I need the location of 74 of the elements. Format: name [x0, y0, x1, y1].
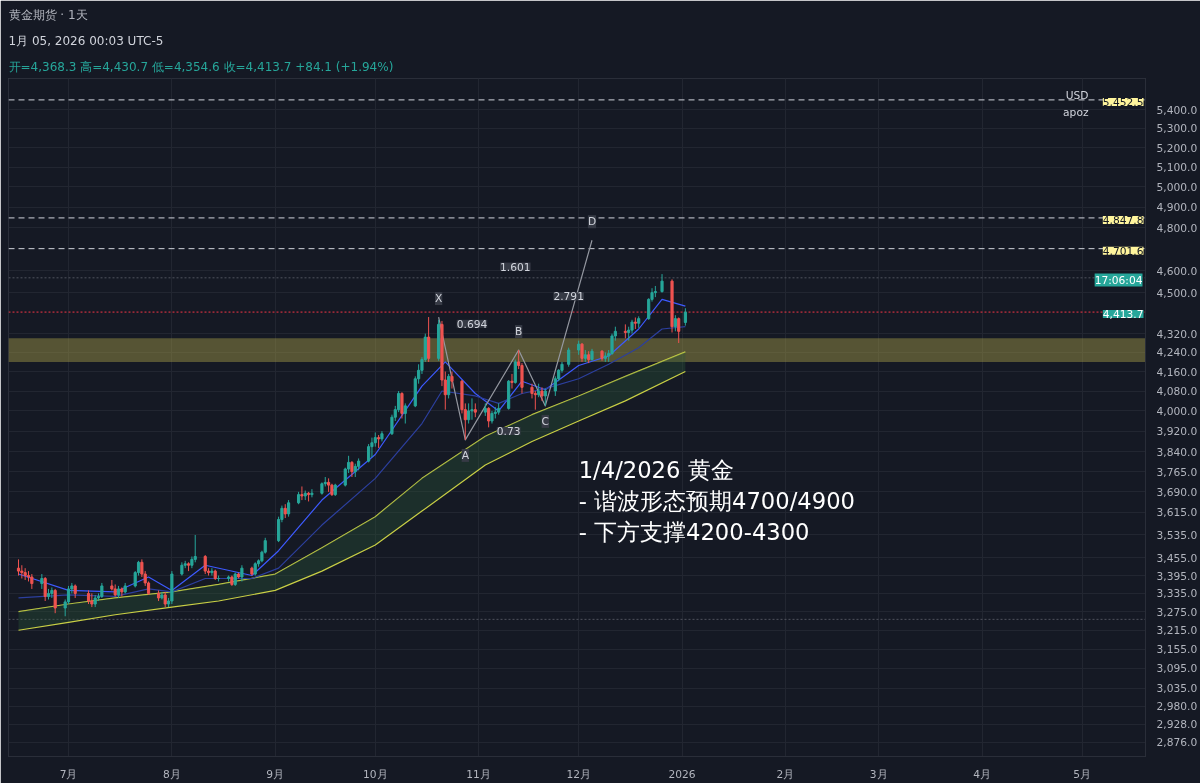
- y-tick-label: 5,400.0: [1156, 103, 1198, 117]
- candlestick: [310, 488, 314, 498]
- y-tick-label: 4,800.0: [1156, 221, 1198, 235]
- chart-subtitle: 开=4,368.3 高=4,430.7 低=4,354.6 收=4,413.7 +84.1 (+1.94%): [8, 59, 394, 74]
- candlestick: [450, 371, 454, 390]
- annotation: 0.73: [496, 425, 521, 439]
- y-tick-label: 3,455.0: [1156, 551, 1198, 565]
- annotation: 0.694: [456, 317, 488, 331]
- x-tick-label: 10月: [362, 767, 388, 781]
- y-tick-label: 2,876.0: [1156, 736, 1198, 750]
- chart-title: 黄金期货 · 1天: [8, 7, 88, 22]
- y-tick-label: 3,155.0: [1156, 643, 1198, 657]
- x-tick-label: 8月: [162, 767, 181, 781]
- candlestick: [677, 317, 681, 344]
- annotation: 1/4/2026 黄金 - 谐波形态预期4700/4900 - 下方支撑4200-4300: [578, 456, 855, 545]
- y-tick-label: 4,240.0: [1156, 346, 1198, 360]
- annotation: B: [514, 325, 523, 339]
- y-tick-label: 4,500.0: [1156, 286, 1198, 300]
- candlestick: [467, 402, 471, 425]
- x-tick-label: 11月: [466, 767, 491, 781]
- ref-line-label: 4,413.7: [1102, 308, 1144, 322]
- text: 1月 05, 2026 00:03 UTC-5: [8, 33, 164, 48]
- y-tick-label: 2,928.0: [1156, 718, 1198, 732]
- candlestick: [513, 359, 517, 385]
- y-tick-label: 3,535.0: [1156, 528, 1198, 542]
- ref-line-label: 4,847.8: [1102, 213, 1144, 227]
- x-tick-label: 7月: [59, 767, 78, 781]
- annotation: USD: [1065, 88, 1089, 102]
- y-tick-label: 3,765.0: [1156, 465, 1198, 479]
- candlestick: [567, 347, 571, 368]
- y-tick-label: 3,395.0: [1156, 569, 1198, 583]
- y-tick-label: 3,690.0: [1156, 485, 1198, 499]
- x-tick-label: 2月: [776, 767, 795, 781]
- x-tick-label: 4月: [973, 767, 992, 781]
- annotation: D: [587, 215, 597, 229]
- y-tick-label: 5,300.0: [1156, 122, 1198, 136]
- y-tick-label: 3,615.0: [1156, 506, 1198, 520]
- y-tick-label: 5,000.0: [1156, 180, 1198, 194]
- annotation: X: [434, 292, 443, 306]
- ref-line-label: 5,452.5: [1102, 95, 1144, 109]
- annotation: A: [461, 448, 470, 462]
- x-tick-label: 9月: [266, 767, 285, 781]
- annotation: 17:06:04: [1094, 273, 1143, 287]
- y-tick-label: 4,600.0: [1156, 264, 1198, 278]
- candlestick: [203, 554, 207, 575]
- y-tick-label: 5,200.0: [1156, 141, 1198, 155]
- y-tick-label: 4,320.0: [1156, 327, 1198, 341]
- ref-line-label: 4,701.6: [1102, 244, 1144, 258]
- y-tick-label: 3,035.0: [1156, 682, 1198, 696]
- annotation: C: [541, 414, 550, 428]
- annotation: 2.791: [553, 290, 584, 304]
- y-tick-label: 4,080.0: [1156, 385, 1198, 399]
- y-tick-label: 4,900.0: [1156, 201, 1198, 215]
- y-tick-label: 3,275.0: [1156, 605, 1198, 619]
- y-tick-label: 3,095.0: [1156, 662, 1198, 676]
- x-tick-label: 5月: [1073, 767, 1092, 781]
- x-tick-label: 2026: [668, 767, 696, 781]
- y-tick-label: 3,840.0: [1156, 445, 1198, 459]
- candlestick: [660, 273, 664, 294]
- y-tick-label: 5,100.0: [1156, 161, 1198, 174]
- y-tick-label: 4,000.0: [1156, 404, 1198, 418]
- y-tick-label: 2,980.0: [1156, 700, 1198, 714]
- y-tick-label: 3,335.0: [1156, 587, 1198, 601]
- y-tick-label: 4,160.0: [1156, 365, 1198, 379]
- candlestick: [427, 316, 431, 363]
- x-tick-label: 3月: [869, 767, 888, 781]
- y-tick-label: 3,920.0: [1156, 425, 1198, 439]
- x-tick-label: 12月: [566, 767, 591, 781]
- annotation: 1.601: [500, 260, 531, 274]
- y-tick-label: 3,215.0: [1156, 624, 1198, 638]
- candlestick: [403, 402, 407, 425]
- annotation: apoz: [1063, 105, 1089, 119]
- candlestick: [510, 373, 514, 390]
- candlestick: [540, 386, 544, 402]
